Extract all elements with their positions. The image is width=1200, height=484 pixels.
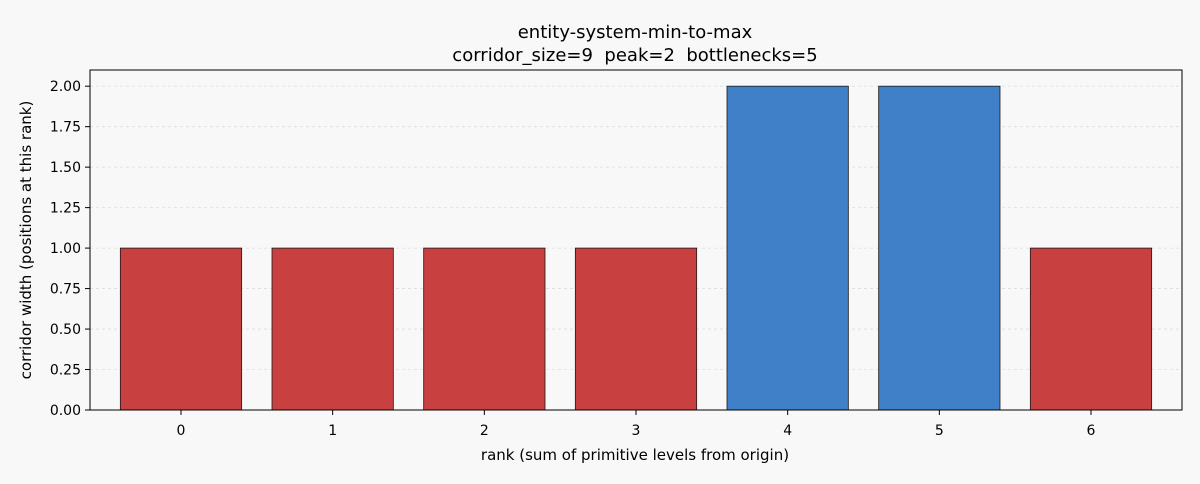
bar-rank-4	[726, 85, 849, 411]
y-tick-label: 0.25	[50, 363, 81, 379]
y-tick-label: 2.00	[50, 79, 81, 95]
bar-rank-3	[574, 247, 698, 411]
bar-rank-5	[878, 85, 1001, 411]
x-tick-label: 6	[1087, 423, 1096, 439]
y-axis-label: corridor width (positions at this rank)	[17, 101, 35, 380]
y-tick-label: 1.25	[50, 201, 81, 217]
x-axis-label: rank (sum of primitive levels from origi…	[481, 446, 789, 464]
chart-subtitle: corridor_size=9 peak=2 bottlenecks=5	[452, 45, 817, 66]
bars	[119, 85, 1153, 411]
y-tick-label: 1.50	[50, 160, 81, 176]
bar-rank-6	[1029, 247, 1153, 411]
x-tick-label: 1	[328, 423, 337, 439]
y-tick-label: 1.00	[50, 241, 81, 257]
bar-rank-1	[271, 247, 394, 411]
x-axis: 0 1 2 3 4 5 6	[177, 410, 1096, 439]
bar-rank-0	[119, 247, 243, 411]
y-tick-label: 0.50	[50, 322, 81, 338]
y-tick-label: 0.75	[50, 282, 81, 298]
y-tick-label: 0.00	[50, 403, 81, 419]
bar-rank-2	[423, 247, 546, 411]
x-tick-label: 0	[177, 423, 186, 439]
y-tick-label: 1.75	[50, 120, 81, 136]
x-tick-label: 3	[632, 423, 641, 439]
chart-title: entity-system-min-to-max	[518, 22, 753, 43]
x-tick-label: 5	[935, 423, 944, 439]
x-tick-label: 4	[783, 423, 792, 439]
y-axis: 0.00 0.25 0.50 0.75 1.00 1.25 1.50 1.75 2.00	[50, 79, 90, 419]
x-tick-label: 2	[480, 423, 489, 439]
